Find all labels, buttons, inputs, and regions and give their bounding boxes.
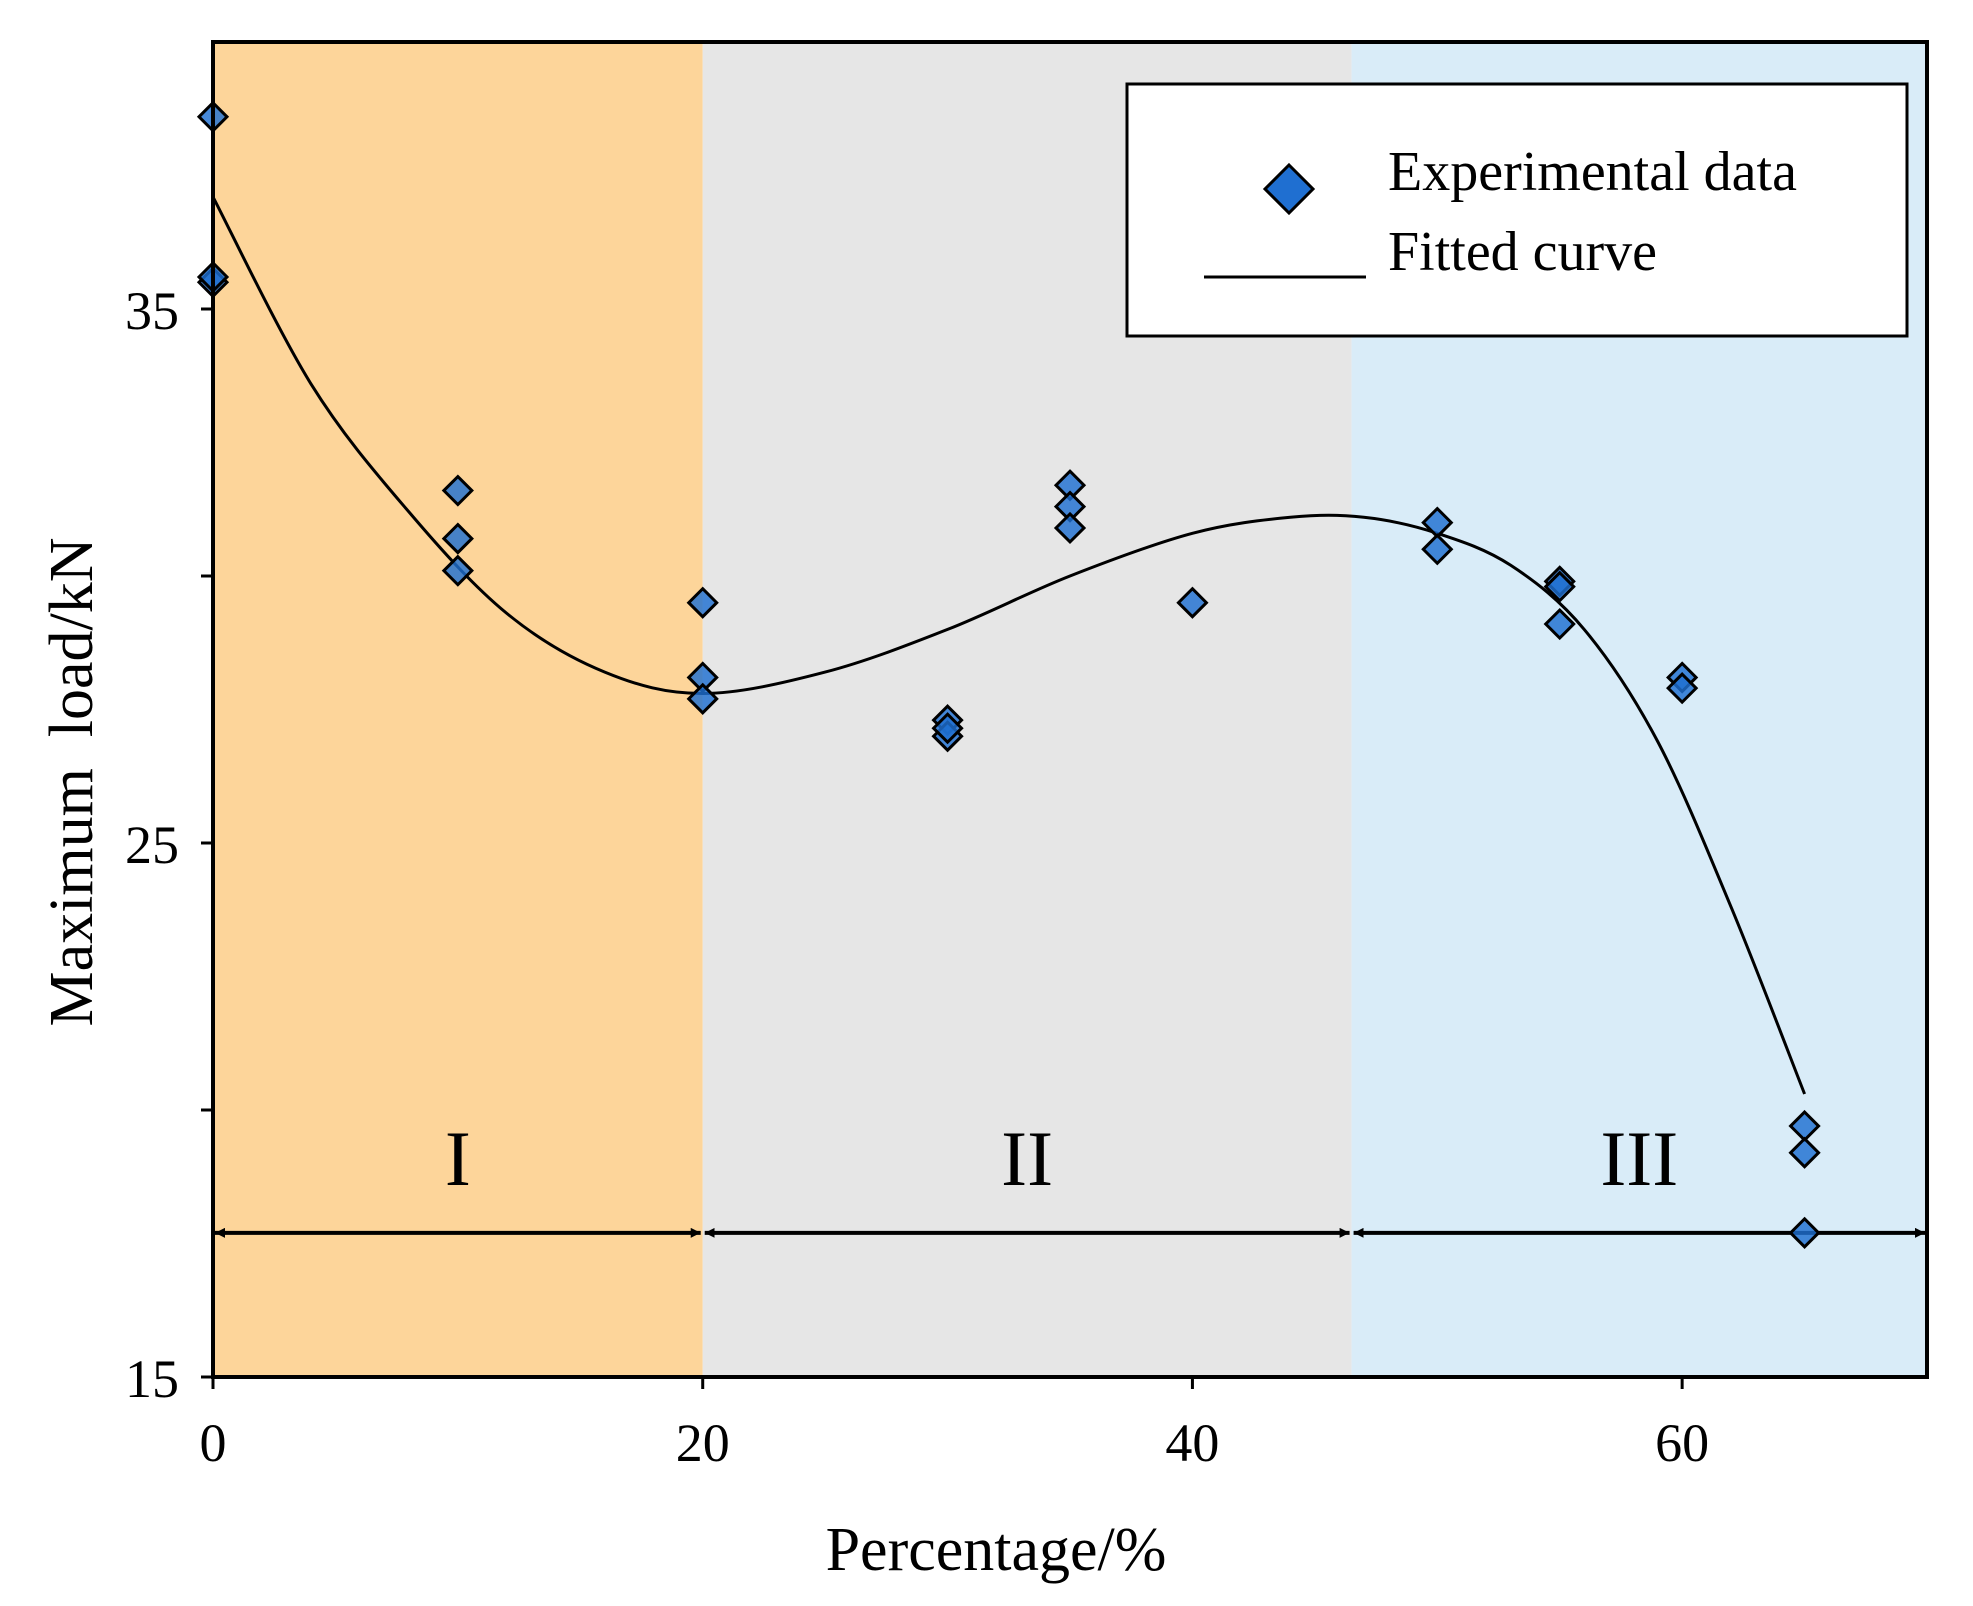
data-point-25	[1788, 1136, 1821, 1169]
legend-experimental-label: Experimental data	[1388, 141, 1797, 203]
data-point-6	[441, 554, 474, 587]
x-axis-label: Percentage/%	[826, 1516, 1167, 1584]
data-point-26	[1788, 1216, 1821, 1249]
data-point-15	[1053, 511, 1087, 545]
y-tick-label-25: 25	[125, 815, 179, 875]
x-axis-ticks: 0 20 40 60	[200, 1377, 1709, 1473]
region-1-background	[213, 42, 703, 1377]
data-point-4	[441, 474, 474, 507]
data-point-9	[686, 682, 719, 715]
x-tick-label-20: 20	[676, 1413, 730, 1473]
legend-fitted-label: Fitted curve	[1388, 221, 1657, 283]
y-axis-ticks: 15 25 35	[125, 281, 213, 1409]
y-tick-label-15: 15	[125, 1349, 179, 1409]
data-point-21	[1543, 607, 1576, 641]
region-label-1: I	[445, 1115, 471, 1202]
legend: Experimental data Fitted curve	[1125, 82, 1909, 338]
y-tick-label-35: 35	[125, 281, 179, 341]
data-point-23	[1666, 672, 1699, 705]
data-point-18	[1421, 533, 1454, 566]
region-label-3: III	[1600, 1115, 1678, 1202]
data-point-12	[931, 712, 964, 745]
region-labels: I II III	[445, 1115, 1678, 1202]
data-point-16	[1176, 586, 1209, 619]
data-point-7	[686, 586, 719, 619]
plot-frame	[211, 40, 1929, 1379]
x-tick-label-40: 40	[1165, 1413, 1219, 1473]
y-axis-label: Maximum load/kN	[38, 537, 106, 1026]
legend-experimental-marker	[1262, 162, 1316, 216]
x-tick-label-0: 0	[200, 1413, 227, 1473]
data-point-5	[441, 522, 474, 555]
region-label-2: II	[1001, 1115, 1053, 1202]
legend-box	[1125, 82, 1909, 338]
data-point-20	[1543, 570, 1576, 603]
x-tick-label-60: 60	[1655, 1413, 1709, 1473]
